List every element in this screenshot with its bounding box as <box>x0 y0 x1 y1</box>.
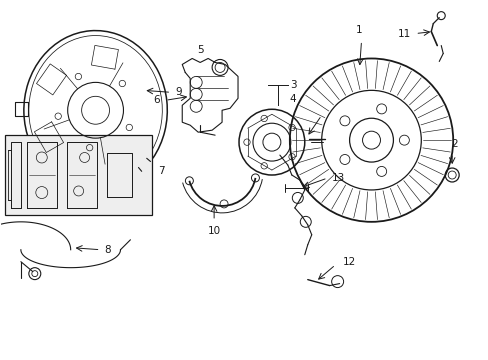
Text: 9: 9 <box>175 87 182 97</box>
Text: 4: 4 <box>289 94 296 104</box>
Text: 1: 1 <box>356 24 362 35</box>
Text: 6: 6 <box>153 95 160 105</box>
Text: 2: 2 <box>450 139 457 149</box>
Text: 5: 5 <box>197 45 203 55</box>
Text: 8: 8 <box>104 245 111 255</box>
Text: 12: 12 <box>342 257 355 267</box>
Bar <box>5 135 152 215</box>
Text: 3: 3 <box>289 80 296 90</box>
Text: 11: 11 <box>397 28 410 39</box>
Text: 10: 10 <box>207 226 220 236</box>
Text: 7: 7 <box>158 166 164 176</box>
Text: 13: 13 <box>331 173 344 183</box>
